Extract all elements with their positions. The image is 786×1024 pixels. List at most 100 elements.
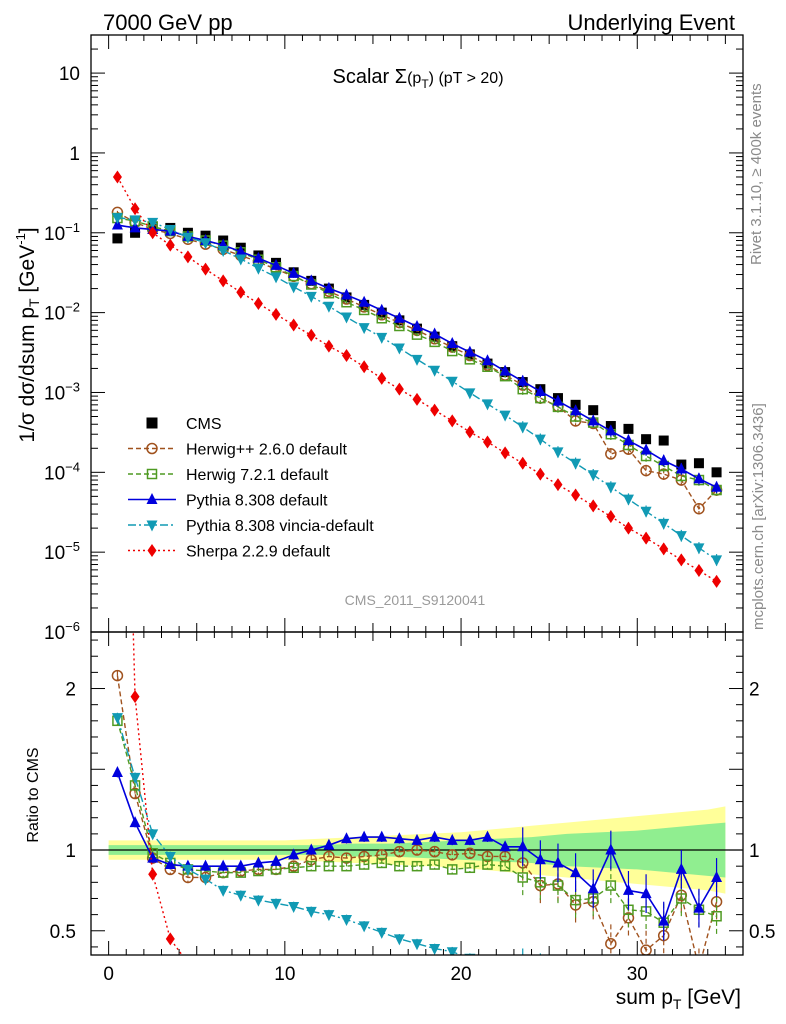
legend-label: Herwig 7.2.1 default xyxy=(186,467,329,484)
legend-entry: Pythia 8.308 vincia-default xyxy=(128,518,374,535)
data-point xyxy=(605,424,617,436)
ratio-y-tick-label: 0.5 xyxy=(50,922,76,943)
data-point xyxy=(182,864,194,876)
legend-label: CMS xyxy=(186,416,222,433)
y-tick-label: 10−5 xyxy=(44,539,80,564)
data-point xyxy=(200,238,212,250)
data-point xyxy=(711,910,722,922)
data-point xyxy=(130,227,141,238)
data-point xyxy=(360,998,369,1011)
data-point xyxy=(499,410,511,422)
data-point xyxy=(218,274,228,288)
data-point xyxy=(323,838,335,850)
data-point xyxy=(517,872,528,883)
data-point xyxy=(570,404,582,416)
y-tick-label: 10−1 xyxy=(44,220,80,245)
data-point xyxy=(288,848,300,860)
ratio-panel-frame xyxy=(90,631,744,956)
data-point xyxy=(534,384,546,396)
data-point xyxy=(359,360,369,374)
data-point xyxy=(358,295,370,307)
data-point xyxy=(606,1003,615,1016)
ratio-y-tick-label-right: 0.5 xyxy=(749,922,775,943)
x-tick-label: 10 xyxy=(274,964,295,985)
data-point xyxy=(446,337,458,349)
data-point xyxy=(676,893,687,904)
data-point xyxy=(411,320,423,332)
legend-marker xyxy=(146,468,158,480)
data-point xyxy=(693,901,705,913)
x-tick-label: 20 xyxy=(450,964,471,985)
data-point xyxy=(570,976,581,987)
data-point xyxy=(481,830,493,842)
data-point xyxy=(622,434,634,446)
data-point xyxy=(183,250,193,264)
data-point xyxy=(393,832,405,844)
legend-marker xyxy=(146,493,158,504)
data-point xyxy=(217,245,229,257)
data-point xyxy=(711,480,723,492)
data-point xyxy=(270,854,282,866)
data-point xyxy=(675,862,687,874)
data-point xyxy=(534,853,546,865)
data-point xyxy=(588,981,599,992)
data-point xyxy=(236,285,246,299)
data-point xyxy=(500,446,510,460)
series-vincia xyxy=(111,213,723,567)
data-point xyxy=(482,957,493,968)
data-point xyxy=(447,414,457,428)
data-point xyxy=(288,862,299,874)
rivet-side-text: Rivet 3.1.10, ≥ 400k events xyxy=(748,83,765,265)
data-point xyxy=(306,860,317,872)
data-point xyxy=(640,464,652,477)
ratio-y-tick-label: 2 xyxy=(65,680,76,701)
data-point xyxy=(288,282,300,294)
data-point xyxy=(552,394,564,406)
data-point xyxy=(306,328,316,342)
data-point xyxy=(376,303,388,315)
data-point xyxy=(517,963,528,974)
data-point xyxy=(465,1001,474,1014)
data-point xyxy=(552,447,564,459)
data-point xyxy=(588,499,598,513)
data-point xyxy=(429,830,441,842)
data-point xyxy=(323,910,335,922)
y-tick-label: 1 xyxy=(69,144,80,165)
data-point xyxy=(130,690,140,704)
data-point xyxy=(376,857,388,869)
data-point xyxy=(147,851,159,863)
data-point xyxy=(219,981,228,994)
legend-entry: CMS xyxy=(146,416,222,433)
plot-title: Scalar Σ(pT) (pT > 20) xyxy=(332,66,503,91)
data-point xyxy=(305,274,317,286)
data-point xyxy=(129,215,141,227)
data-point xyxy=(324,339,334,353)
data-point xyxy=(536,1003,545,1016)
data-point xyxy=(535,968,546,979)
data-point xyxy=(341,860,352,872)
data-point xyxy=(271,307,281,321)
data-point xyxy=(587,414,599,426)
data-point xyxy=(658,518,670,530)
data-point xyxy=(235,859,247,871)
watermark-text: CMS_2011_S9120041 xyxy=(345,592,486,608)
header-right-text: Underlying Event xyxy=(567,10,735,35)
data-point xyxy=(658,914,670,926)
data-point xyxy=(694,563,704,577)
data-point xyxy=(640,944,652,955)
data-point xyxy=(570,458,582,470)
data-point xyxy=(341,288,353,300)
data-point xyxy=(640,887,652,899)
data-point xyxy=(446,849,458,861)
data-point xyxy=(342,997,351,1010)
ratio-y-tick-label-right: 2 xyxy=(749,680,760,701)
data-point xyxy=(641,434,652,445)
series-sherpa xyxy=(112,170,722,588)
data-point xyxy=(305,291,317,303)
data-point xyxy=(552,973,563,984)
data-point xyxy=(165,238,175,252)
data-point xyxy=(711,870,723,882)
data-point xyxy=(341,312,353,324)
data-point xyxy=(570,866,582,878)
data-point xyxy=(499,364,511,376)
